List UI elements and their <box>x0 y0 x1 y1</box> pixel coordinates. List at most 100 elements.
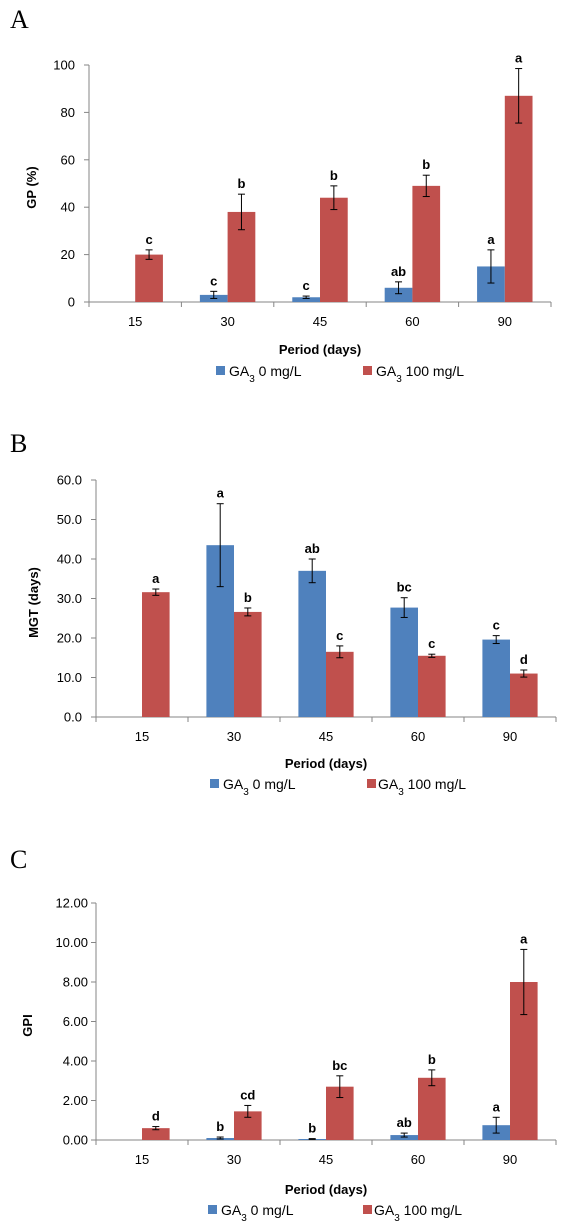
y-axis-title: GPI <box>20 1014 35 1036</box>
significance-letter: ab <box>305 541 320 556</box>
significance-letter: a <box>217 486 225 501</box>
bar-ga3-0 <box>384 287 413 302</box>
legend-label: GA3 100 mg/L <box>376 363 464 385</box>
y-tick-label: 0.00 <box>63 1133 88 1148</box>
x-axis-title: Period (days) <box>285 1182 367 1197</box>
significance-letter: ab <box>397 1115 412 1130</box>
y-tick-label: 20.0 <box>57 631 82 646</box>
chart-panel-b: B 0.0 10.0 20.0 30.0 40.0 50.0 60.0 15 30 45 60 90 a a… <box>10 429 557 798</box>
y-tick-label: 2.00 <box>63 1093 88 1108</box>
bar-ga3-100 <box>135 254 163 302</box>
bar-ga3-0 <box>292 297 320 302</box>
significance-letter: b <box>428 1052 436 1067</box>
y-tick-label: 0 <box>68 295 75 310</box>
chart-panel-c: C 0.00 2.00 4.00 6.00 8.00 10.00 12.00 15 30 45 60 9… <box>10 845 557 1224</box>
significance-letter: d <box>520 652 528 667</box>
bar-ga3-0 <box>482 639 510 717</box>
panel-letter: A <box>10 5 29 34</box>
significance-letter: b <box>237 176 245 191</box>
significance-letter: c <box>303 278 310 293</box>
x-tick-label: 15 <box>128 314 142 329</box>
chart-panel-a: A 0 20 40 60 80 100 15 30 45 60 90 c c ab a c b b b a Period … <box>10 5 552 385</box>
bar-ga3-100 <box>320 197 348 302</box>
x-tick-label: 90 <box>503 729 517 744</box>
y-tick-label: 50.0 <box>57 512 82 527</box>
significance-letter: a <box>152 571 160 586</box>
significance-letter: b <box>216 1119 224 1134</box>
bar-ga3-100 <box>418 1077 446 1140</box>
bar-ga3-100 <box>142 592 170 717</box>
y-tick-label: 60.0 <box>57 473 82 488</box>
x-axis-title: Period (days) <box>285 756 367 771</box>
y-tick-label: 0.0 <box>64 710 82 725</box>
significance-letter: a <box>493 1099 501 1114</box>
x-tick-label: 30 <box>220 314 234 329</box>
significance-letter: c <box>428 636 435 651</box>
significance-letter: a <box>515 51 523 66</box>
x-tick-label: 60 <box>411 729 425 744</box>
legend-swatch <box>367 779 376 788</box>
x-tick-label: 90 <box>503 1152 517 1167</box>
y-tick-label: 100 <box>53 58 75 73</box>
y-tick-label: 30.0 <box>57 591 82 606</box>
y-tick-label: 6.00 <box>63 1014 88 1029</box>
y-axis-title: GP (%) <box>24 166 39 208</box>
legend-label: GA3 0 mg/L <box>221 1202 294 1224</box>
legend-label: GA3 0 mg/L <box>229 363 302 385</box>
y-tick-label: 60 <box>61 152 75 167</box>
legend-swatch <box>216 366 225 375</box>
x-tick-label: 60 <box>405 314 419 329</box>
bar-ga3-100 <box>418 655 446 717</box>
legend-swatch <box>210 779 219 788</box>
bar-ga3-0 <box>298 570 326 717</box>
bar-ga3-100 <box>412 185 441 302</box>
y-tick-label: 4.00 <box>63 1054 88 1069</box>
significance-letter: b <box>422 157 430 172</box>
significance-letter: bc <box>332 1058 347 1073</box>
legend-swatch <box>363 366 372 375</box>
legend-label: GA3 0 mg/L <box>223 776 296 798</box>
legend-label: GA3 100 mg/L <box>378 776 466 798</box>
legend-label: GA3 100 mg/L <box>374 1202 462 1224</box>
bar-ga3-100 <box>326 651 354 717</box>
x-tick-label: 45 <box>319 1152 333 1167</box>
significance-letter: a <box>487 232 495 247</box>
significance-letter: c <box>336 628 343 643</box>
significance-letter: b <box>308 1121 316 1136</box>
significance-letter: b <box>244 590 252 605</box>
y-axis-title: MGT (days) <box>26 567 41 638</box>
significance-letter: c <box>493 618 500 633</box>
y-tick-label: 8.00 <box>63 975 88 990</box>
legend-swatch <box>363 1205 372 1214</box>
bar-ga3-100 <box>504 95 533 302</box>
significance-letter: ab <box>391 264 406 279</box>
bar-ga3-100 <box>234 611 262 717</box>
y-tick-label: 40 <box>61 200 75 215</box>
x-tick-label: 90 <box>498 314 512 329</box>
x-tick-label: 15 <box>135 729 149 744</box>
y-tick-label: 80 <box>61 105 75 120</box>
x-tick-label: 45 <box>319 729 333 744</box>
x-tick-label: 60 <box>411 1152 425 1167</box>
y-tick-label: 12.00 <box>55 896 88 911</box>
bar-ga3-100 <box>142 1128 170 1140</box>
panel-letter: B <box>10 429 27 458</box>
x-tick-label: 15 <box>135 1152 149 1167</box>
significance-letter: a <box>520 931 528 946</box>
panel-letter: C <box>10 845 27 874</box>
legend-swatch <box>208 1205 217 1214</box>
significance-letter: b <box>330 168 338 183</box>
x-tick-label: 30 <box>227 729 241 744</box>
x-tick-label: 30 <box>227 1152 241 1167</box>
significance-letter: bc <box>397 580 412 595</box>
x-axis-title: Period (days) <box>279 342 361 357</box>
y-tick-label: 40.0 <box>57 552 82 567</box>
y-tick-label: 10.0 <box>57 670 82 685</box>
significance-letter: c <box>145 232 152 247</box>
y-tick-label: 10.00 <box>55 935 88 950</box>
significance-letter: d <box>152 1109 160 1124</box>
significance-letter: cd <box>240 1087 255 1102</box>
significance-letter: c <box>210 273 217 288</box>
y-tick-label: 20 <box>61 247 75 262</box>
